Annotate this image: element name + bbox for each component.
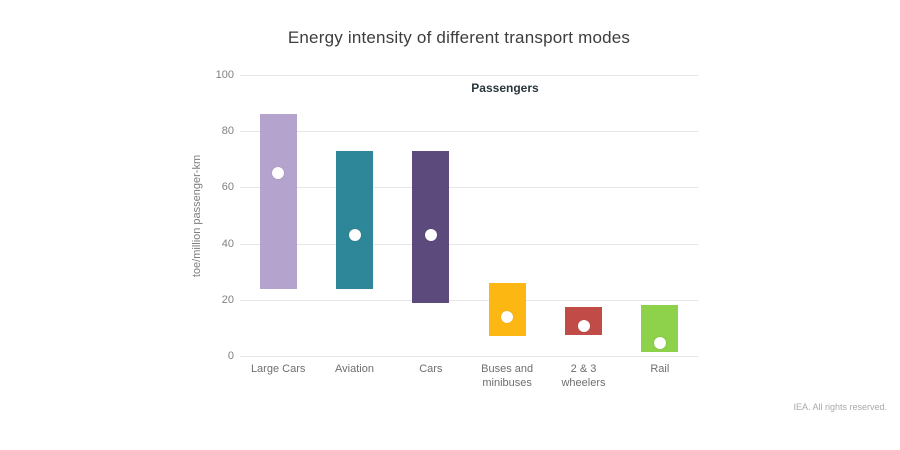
gridline-y-40 bbox=[240, 243, 698, 245]
average-marker-large-cars[interactable] bbox=[272, 167, 285, 180]
range-bar-buses-and-minibuses[interactable] bbox=[488, 282, 526, 337]
x-axis-label-line: wheelers bbox=[561, 377, 606, 389]
range-bar-large-cars[interactable] bbox=[259, 114, 297, 289]
gridline-y-60 bbox=[240, 187, 698, 189]
y-tick-label-40: 40 bbox=[221, 237, 234, 250]
x-axis-label-line: Large Cars bbox=[250, 363, 306, 375]
x-axis-label-large-cars: Large Cars bbox=[239, 362, 317, 376]
x-axis-label-2-3-wheelers: 2 & 3 wheelers bbox=[545, 362, 623, 390]
copyright-footer: IEA. All rights reserved. bbox=[793, 402, 887, 412]
y-tick-label-100: 100 bbox=[215, 69, 234, 81]
x-axis-label-line: Rail bbox=[650, 363, 670, 375]
x-axis-label-rail: Rail bbox=[621, 362, 699, 376]
y-tick-label-80: 80 bbox=[221, 125, 234, 138]
x-axis-label-line: Cars bbox=[419, 363, 443, 375]
average-marker-2-3-wheelers[interactable] bbox=[577, 320, 590, 333]
y-tick-label-60: 60 bbox=[221, 181, 234, 194]
range-bar-aviation[interactable] bbox=[336, 150, 373, 289]
average-marker-aviation[interactable] bbox=[348, 229, 361, 242]
y-tick-label-20: 20 bbox=[221, 293, 234, 306]
y-tick-label-0: 0 bbox=[227, 350, 234, 362]
x-axis-label-line: 2 & 3 bbox=[570, 363, 597, 375]
average-marker-cars[interactable] bbox=[424, 229, 437, 242]
x-axis-label-line: Aviation bbox=[335, 363, 374, 375]
y-axis-title: toe/million passenger-km bbox=[191, 154, 203, 278]
x-axis-label-aviation: Aviation bbox=[316, 362, 394, 376]
x-axis-label-line: Buses and bbox=[481, 363, 534, 375]
gridline-y-20 bbox=[240, 299, 698, 301]
gridline-y-100 bbox=[240, 75, 698, 76]
x-axis-label-buses-and-minibuses: Buses and minibuses bbox=[468, 362, 546, 390]
gridline-y-0 bbox=[240, 356, 698, 357]
average-marker-buses-and-minibuses[interactable] bbox=[501, 310, 514, 323]
range-bar-cars[interactable] bbox=[412, 150, 450, 303]
series-group-label: Passengers bbox=[471, 81, 539, 95]
average-marker-rail[interactable] bbox=[653, 337, 666, 350]
chart-title: Energy intensity of different transport … bbox=[287, 28, 631, 47]
plot-area bbox=[240, 75, 698, 357]
x-axis-label-line: minibuses bbox=[482, 377, 532, 389]
gridline-y-80 bbox=[240, 131, 698, 133]
x-axis-label-cars: Cars bbox=[392, 362, 470, 376]
